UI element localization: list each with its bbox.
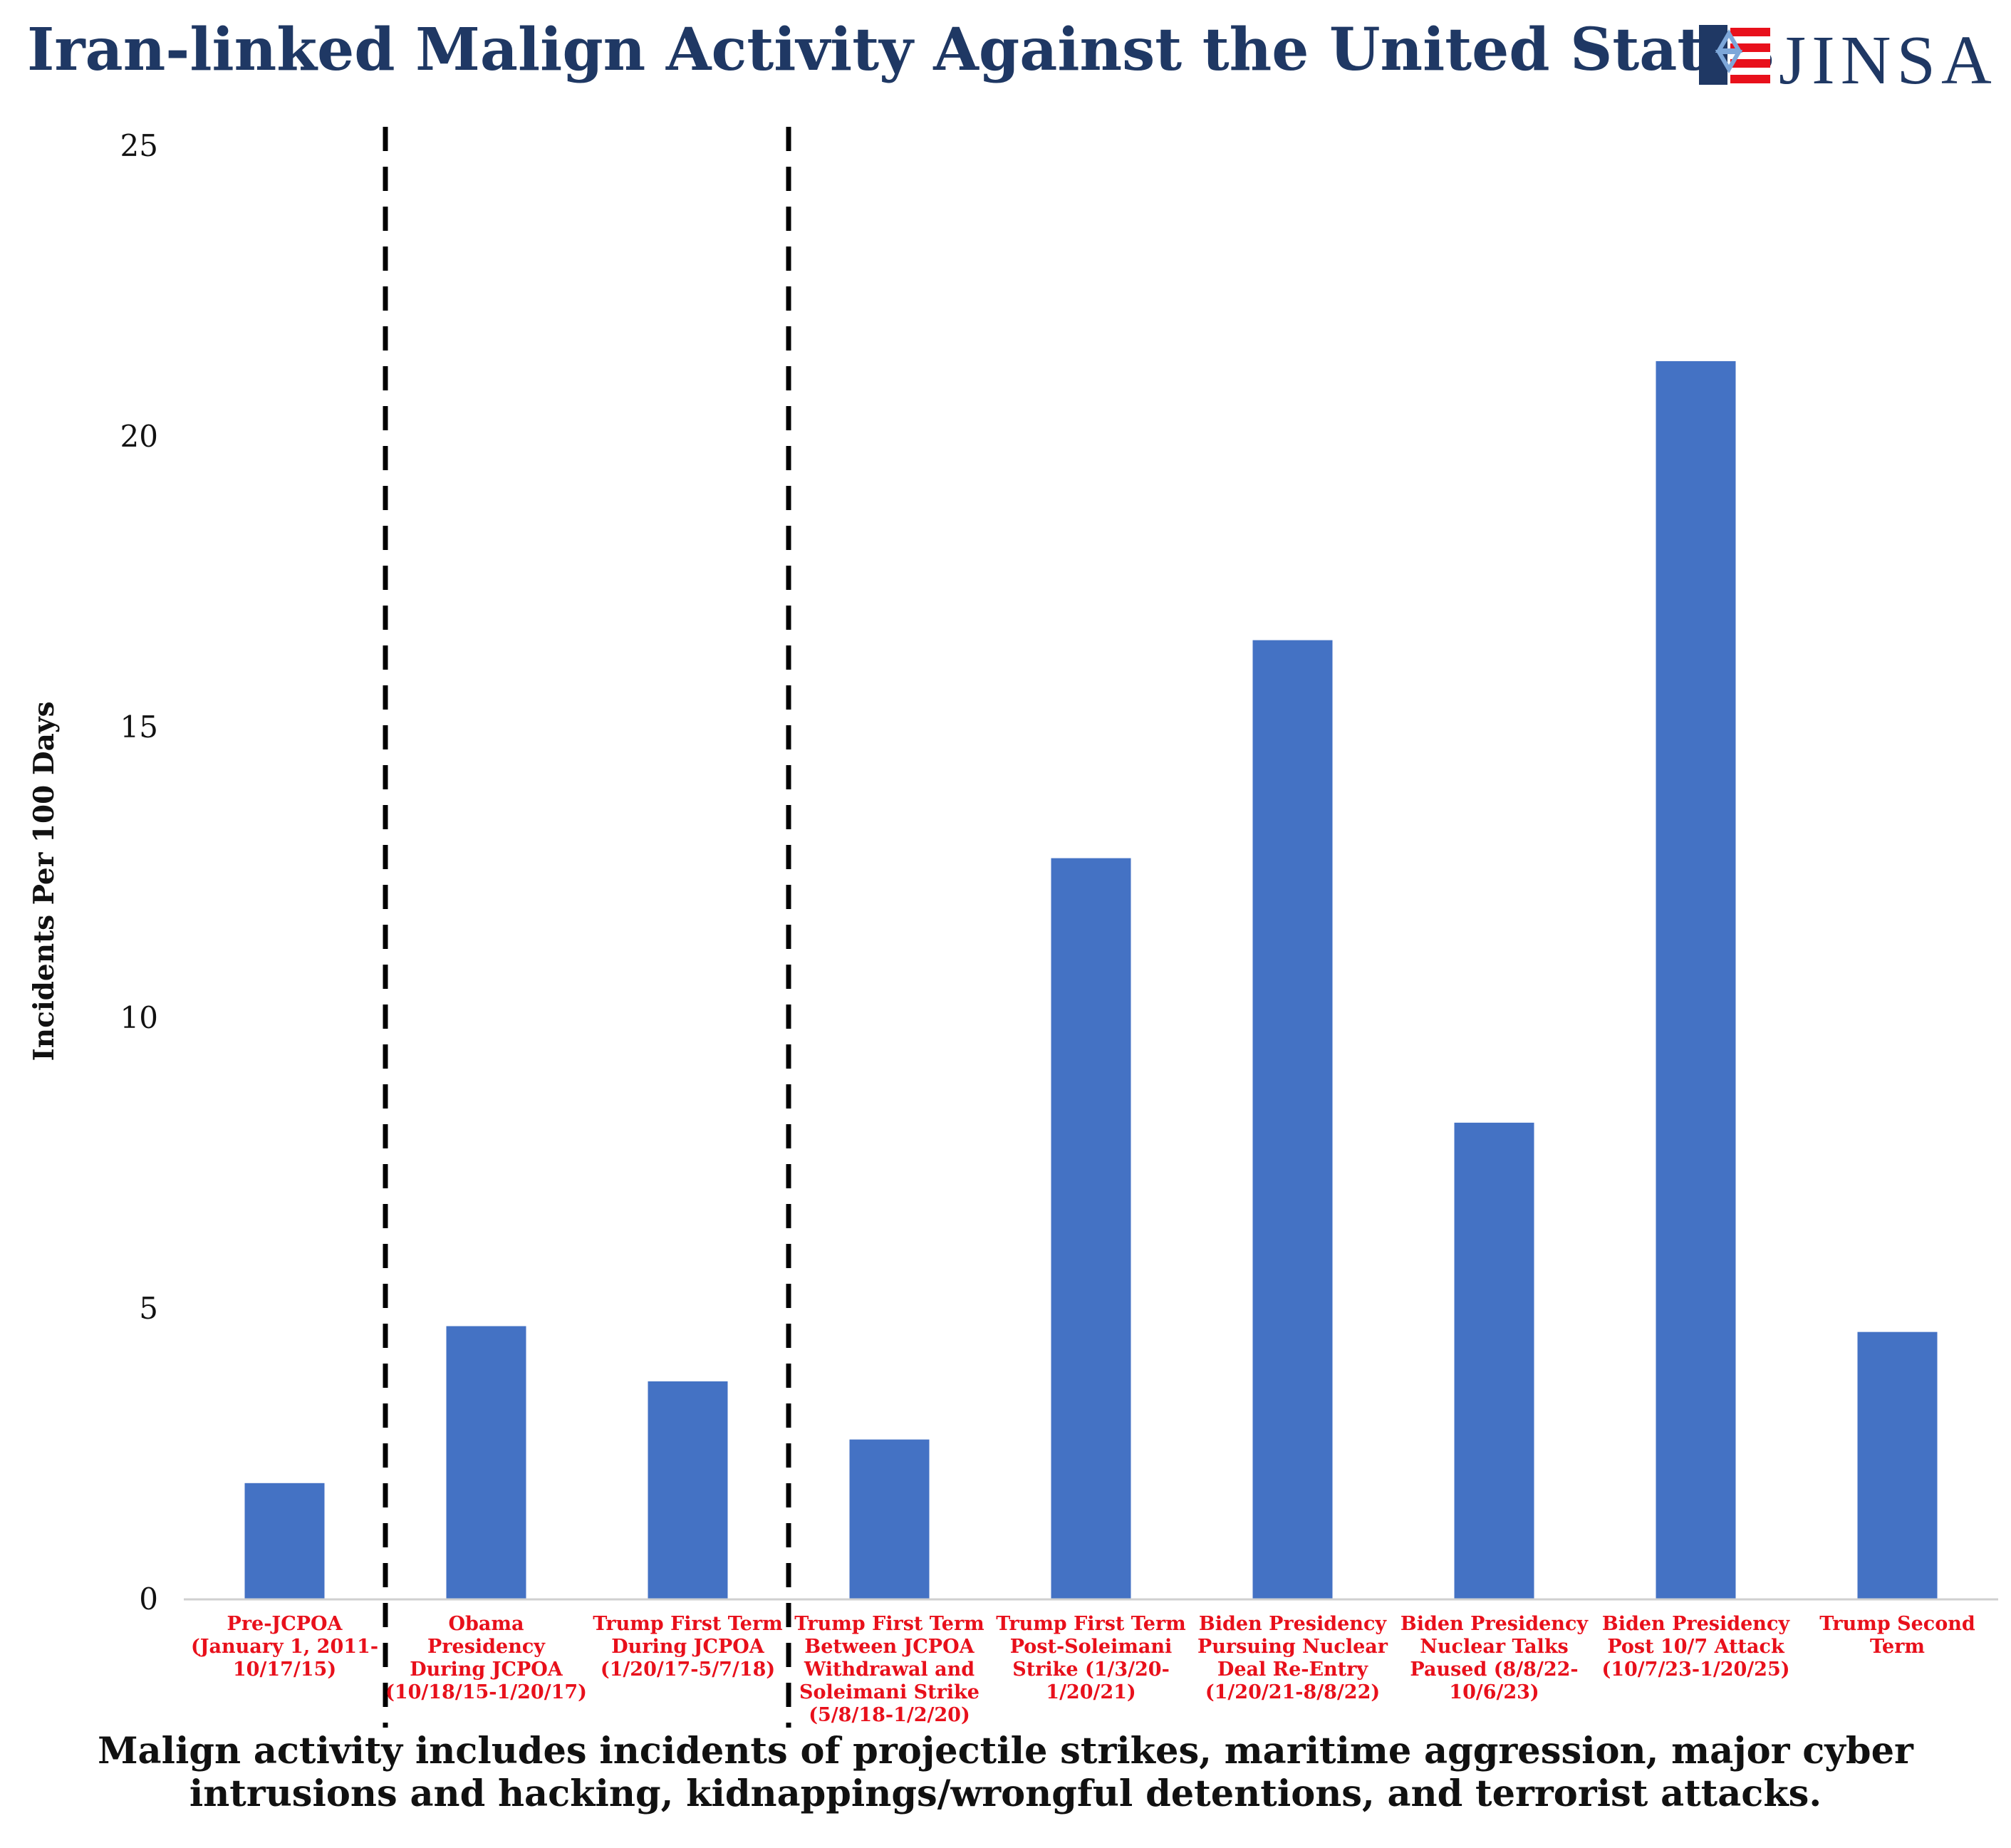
x-category-label: Trump First Term (794, 1613, 984, 1635)
bar (446, 1326, 526, 1599)
y-tick-label: 0 (139, 1582, 158, 1616)
x-category-label: 10/6/23) (1449, 1681, 1539, 1703)
x-category-label: (10/18/15-1/20/17) (385, 1681, 587, 1703)
x-category-label: Deal Re-Entry (1217, 1658, 1368, 1681)
y-tick-label: 20 (120, 419, 158, 454)
x-category-label: During JCPOA (611, 1636, 765, 1658)
x-category-label: (1/20/21-8/8/22) (1205, 1681, 1380, 1703)
y-tick-label: 25 (120, 128, 158, 163)
y-tick-label: 5 (139, 1291, 158, 1326)
x-category-label: Soleimani Strike (799, 1681, 979, 1703)
x-category-label: Nuclear Talks (1420, 1636, 1568, 1658)
flag-star-icon (1699, 25, 1770, 85)
x-category-label: Post-Soleimani (1010, 1636, 1173, 1658)
footnote-line-2: intrusions and hacking, kidnappings/wron… (189, 1772, 1822, 1815)
bar (648, 1381, 728, 1599)
x-category-label: Biden Presidency (1602, 1613, 1790, 1635)
x-category-label: (10/7/23-1/20/25) (1601, 1658, 1789, 1681)
jinsa-logo: JINSA (1699, 22, 1992, 99)
bar (1252, 640, 1333, 1599)
bar (849, 1439, 930, 1599)
bar (244, 1483, 325, 1599)
bar (1051, 858, 1131, 1599)
bar (1857, 1332, 1938, 1599)
x-category-label: Trump First Term (996, 1613, 1186, 1635)
x-category-label: Term (1870, 1636, 1925, 1658)
bar (1656, 360, 1736, 1599)
bar (1454, 1122, 1534, 1599)
x-category-label: (January 1, 2011- (191, 1636, 378, 1658)
x-category-label: During JCPOA (410, 1658, 563, 1681)
x-category-label: Trump First Term (593, 1613, 783, 1635)
chart-title: Iran-linked Malign Activity Against the … (27, 16, 1774, 84)
x-category-label: Trump Second (1819, 1613, 1975, 1635)
x-category-label: Between JCPOA (804, 1636, 975, 1658)
logo-text: JINSA (1779, 22, 1997, 99)
x-category-label: Post 10/7 Attack (1607, 1636, 1785, 1658)
y-axis-label: Incidents Per 100 Days (28, 701, 61, 1061)
x-category-label: 10/17/15) (233, 1658, 336, 1681)
footnote-line-1: Malign activity includes incidents of pr… (98, 1730, 1913, 1772)
x-category-label: Pre-JCPOA (227, 1613, 343, 1635)
y-tick-label: 10 (120, 1000, 158, 1035)
x-category-label: Biden Presidency (1401, 1613, 1589, 1635)
x-category-label: Strike (1/3/20- (1012, 1658, 1170, 1681)
x-category-label: Biden Presidency (1199, 1613, 1387, 1635)
x-category-label: 1/20/21) (1046, 1681, 1136, 1703)
x-category-label: Withdrawal and (804, 1658, 975, 1681)
x-category-label: Presidency (427, 1636, 546, 1658)
x-category-label: (1/20/17-5/7/18) (601, 1658, 775, 1681)
x-category-label: Obama (449, 1613, 524, 1635)
x-category-label: Paused (8/8/22- (1410, 1658, 1578, 1681)
x-category-label: (5/8/18-1/2/20) (809, 1704, 970, 1726)
footnote: Malign activity includes incidents of pr… (0, 1730, 2011, 1815)
y-tick-label: 15 (120, 710, 158, 744)
bar-chart: 0 5 10 15 20 25 Incidents Per 100 Days Pre-JCPO… (28, 127, 1998, 1728)
x-category-label: Pursuing Nuclear (1197, 1636, 1388, 1658)
